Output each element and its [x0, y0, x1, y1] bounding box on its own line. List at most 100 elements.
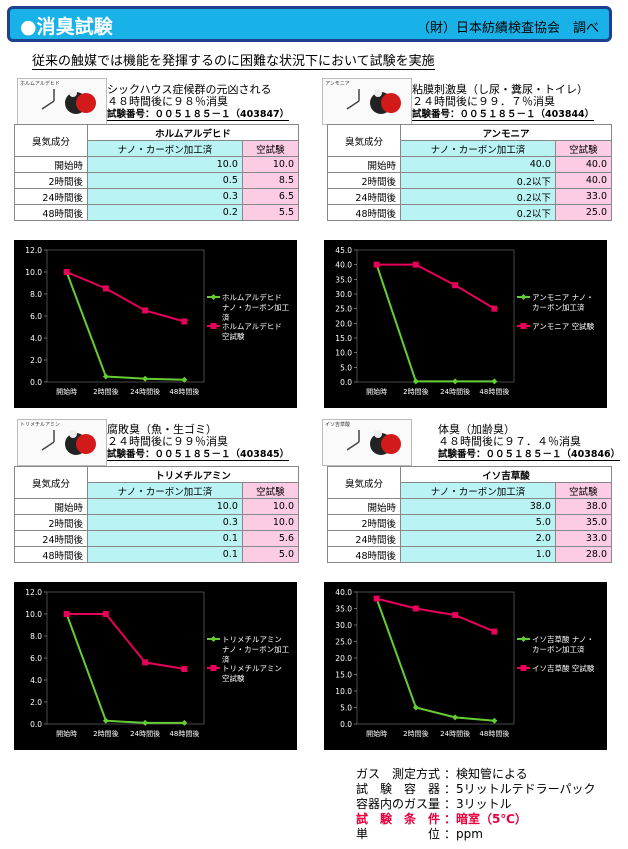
time-label: 開始時: [14, 498, 88, 515]
blank-header: 空試験: [554, 140, 613, 157]
molecule-image: アンモニア: [322, 78, 412, 125]
nano-value: 0.2以下: [400, 204, 556, 221]
series-line: [376, 263, 495, 310]
legend-label: 空試験: [222, 331, 245, 341]
nano-value: 1.0: [400, 546, 556, 563]
odor-description: 粘膜刺激臭（し尿・糞尿・トイレ） ２４時間後に９９．７％消臭 試験番号：００５１８５…: [412, 84, 595, 121]
blank-header: 空試験: [241, 482, 300, 499]
deodorize-rate: ２４時間後に９９．７％消臭: [412, 95, 555, 108]
nano-value: 5.0: [400, 514, 556, 531]
series-line: [65, 271, 185, 381]
y-tick-label: 0.0: [30, 378, 42, 387]
legend-label: カーボン加工済: [532, 302, 585, 312]
y-tick-label: 10.0: [335, 349, 352, 358]
source-note: （財）日本紡績検査協会 調べ: [416, 21, 599, 36]
chart-svg: 0.0 2.0 4.0 6.0 8.0 10.0 12.0 開始時 2時間後 24時間後 48時間後…: [25, 588, 289, 738]
nano-value: 0.3: [87, 188, 243, 205]
data-point: [63, 611, 70, 617]
table-row: 48時間後 0.2以下 25.0: [327, 204, 613, 221]
test-number: 試験番号：００５１８５－１（403844）: [412, 109, 595, 121]
nano-value: 0.5: [87, 172, 243, 189]
legend-marker: [520, 665, 527, 671]
data-point: [102, 611, 109, 617]
table-row: 開始時 38.0 38.0: [327, 498, 613, 515]
time-label: 2時間後: [14, 514, 88, 531]
blank-value: 33.0: [554, 188, 613, 205]
nano-value: 0.2: [87, 204, 243, 221]
molecule-image: トリメチルアミン: [17, 419, 107, 466]
page-subtitle: 従来の触媒では機能を発揮するのに困難な状況下において試験を実施: [32, 50, 435, 70]
legend-label: ホルムアルデヒド: [222, 292, 282, 302]
y-tick-label: 20.0: [335, 319, 352, 328]
odor-description: 腐敗臭（魚・生ゴミ） ２４時間後に９９％消臭 試験番号：００５１８５－１（40384…: [107, 424, 290, 461]
component-header: 臭気成分: [327, 466, 401, 499]
nano-value: 0.3: [87, 514, 243, 531]
substance-name: アンモニア: [400, 124, 612, 141]
nano-value: 0.2以下: [400, 172, 556, 189]
molecule-caption: ホルムアルデヒド: [20, 81, 60, 87]
y-tick-label: 5.0: [340, 363, 352, 372]
molecule-image: イソ吉草酸: [322, 419, 412, 466]
x-tick-label: 48時間後: [479, 387, 509, 396]
deodorize-rate: ２４時間後に９９％消臭: [107, 435, 228, 448]
table-row: 開始時 10.0 10.0: [14, 498, 300, 515]
time-label: 2時間後: [14, 172, 88, 189]
y-tick-label: 6.0: [30, 312, 42, 321]
y-tick-label: 20.0: [335, 654, 352, 663]
result-table: 臭気成分 ホルムアルデヒド ナノ・カーボン加工済 空試験 開始時 10.0 10.0 2時間後…: [14, 124, 300, 221]
test-number: 試験番号：００５１８５－１（403846）: [438, 449, 621, 461]
test-number: 試験番号：００５１８５－１（403847）: [107, 109, 290, 121]
x-tick-label: 48時間後: [169, 387, 199, 396]
time-label: 48時間後: [327, 204, 401, 221]
table-row: 2時間後 5.0 35.0: [327, 514, 613, 531]
chart-svg: 0.0 5.0 10.0 15.0 20.0 25.0 30.0 35.0 40.0 45.0 開始…: [335, 246, 594, 396]
y-tick-label: 8.0: [30, 632, 42, 641]
data-point: [181, 376, 188, 383]
condition-key: 試 験 条 件: [356, 812, 441, 826]
series-line: [66, 271, 185, 323]
legend-label: 済: [222, 654, 230, 664]
x-tick-label: 開始時: [56, 387, 77, 396]
x-tick-label: 2時間後: [403, 387, 428, 396]
test-number: 試験番号：００５１８５－１（403845）: [107, 449, 290, 461]
chart-svg: 0.0 5.0 10.0 15.0 20.0 25.0 30.0 35.0 40.0 開始時 2時間…: [335, 588, 595, 738]
nano-value: 38.0: [400, 498, 556, 515]
blank-value: 10.0: [241, 514, 300, 531]
table-row: 24時間後 0.3 6.5: [14, 188, 300, 205]
x-tick-label: 開始時: [56, 729, 77, 738]
y-tick-label: 40.0: [335, 261, 352, 270]
y-tick-label: 10.0: [335, 687, 352, 696]
y-tick-label: 8.0: [30, 290, 42, 299]
condition-row: 試 験 条 件：暗室（5℃）: [356, 812, 596, 827]
y-tick-label: 25.0: [335, 305, 352, 314]
x-tick-label: 24時間後: [440, 729, 470, 738]
blank-value: 28.0: [554, 546, 613, 563]
y-tick-label: 30.0: [335, 290, 352, 299]
legend-marker: [210, 294, 217, 300]
series-line: [66, 613, 185, 670]
nano-value: 0.1: [87, 546, 243, 563]
data-point: [491, 628, 498, 635]
result-table: 臭気成分 イソ吉草酸 ナノ・カーボン加工済 空試験 開始時 38.0 38.0 2時間後 5.0…: [327, 466, 613, 563]
condition-value: ：5リットルテドラーパック: [444, 782, 596, 796]
molecule-caption: イソ吉草酸: [325, 422, 351, 428]
time-label: 24時間後: [14, 530, 88, 547]
nano-header: ナノ・カーボン加工済: [400, 140, 556, 157]
legend-marker: [210, 323, 217, 329]
series-line: [375, 598, 495, 722]
y-tick-label: 25.0: [335, 638, 352, 647]
series-line: [375, 264, 495, 383]
deodorize-chart: 0.0 5.0 10.0 15.0 20.0 25.0 30.0 35.0 40.0 45.0 開始…: [324, 240, 607, 408]
x-tick-label: 24時間後: [130, 729, 160, 738]
blank-value: 40.0: [554, 172, 613, 189]
data-point: [412, 704, 419, 711]
y-tick-label: 12.0: [25, 246, 42, 255]
data-point: [452, 282, 459, 289]
blank-value: 5.0: [241, 546, 300, 563]
y-tick-label: 40.0: [335, 588, 352, 597]
plot-area: [356, 249, 515, 383]
blank-value: 6.5: [241, 188, 300, 205]
blank-value: 38.0: [554, 498, 613, 515]
page-title: ●消臭試験: [20, 16, 113, 38]
series-line: [376, 597, 495, 633]
